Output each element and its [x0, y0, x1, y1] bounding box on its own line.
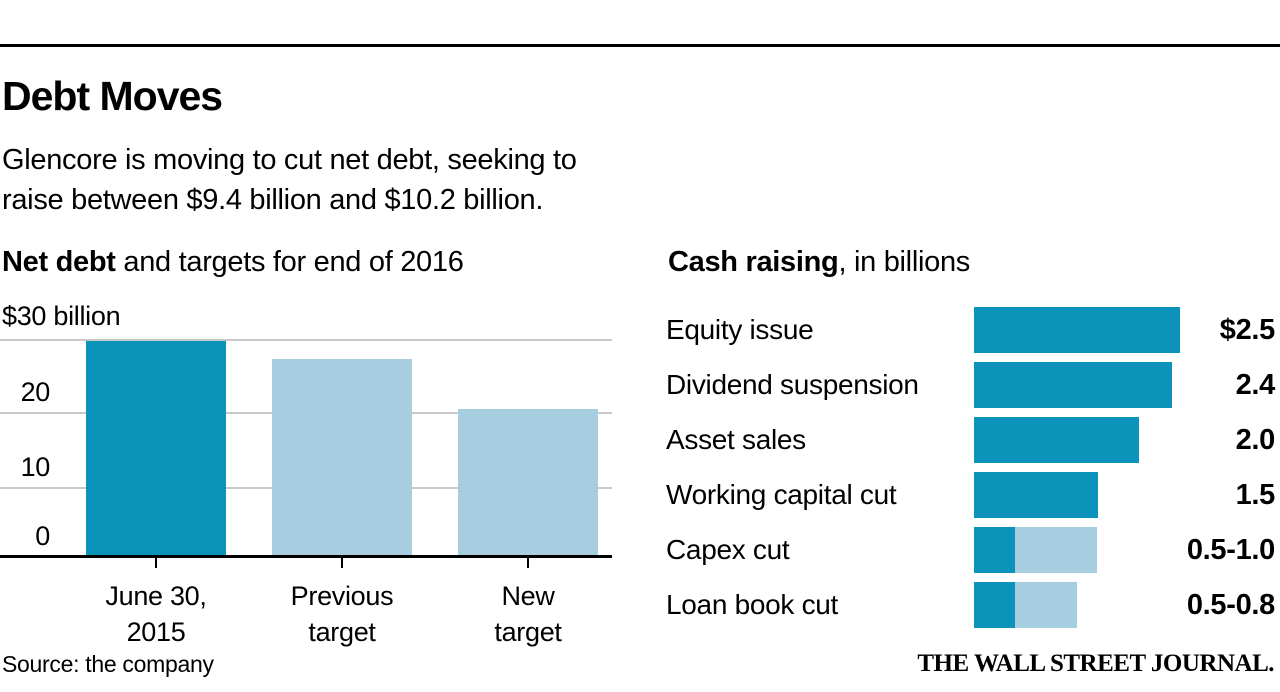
- bar-segment-light: [1015, 582, 1077, 628]
- row-dividend-suspension: Dividend suspension 2.4: [666, 362, 1275, 408]
- bar-june-30-2015: [86, 341, 226, 555]
- x-label-previous-target: Previous target: [249, 578, 435, 650]
- row-value: 2.0: [1235, 423, 1276, 456]
- row-label: Capex cut: [666, 534, 790, 565]
- bar-new-target: [458, 409, 598, 555]
- row-bar: [974, 582, 1077, 628]
- bar-segment-dark: [974, 582, 1015, 628]
- right-chart-title-rest: , in billions: [838, 246, 970, 278]
- top-divider-rule: [0, 44, 1280, 47]
- x-label-line: target: [308, 617, 376, 647]
- row-bar: [974, 472, 1098, 518]
- row-capex-cut: Capex cut 0.5-1.0: [666, 527, 1275, 573]
- row-label: Dividend suspension: [666, 369, 919, 400]
- wsj-brand-logotype: THE WALL STREET JOURNAL.: [917, 650, 1274, 677]
- right-chart-title: Cash raising, in billions: [668, 246, 970, 279]
- x-label-line: June 30,: [105, 581, 207, 611]
- row-bar: [974, 362, 1172, 408]
- row-equity-issue: Equity issue $2.5: [666, 307, 1275, 353]
- x-label-new-target: New target: [435, 578, 621, 650]
- y-tick-label-0: 0: [35, 521, 50, 551]
- row-value: 1.5: [1235, 478, 1276, 511]
- x-label-june-30-2015: June 30, 2015: [63, 578, 249, 650]
- bar-segment-dark: [974, 307, 1180, 353]
- x-label-line: target: [494, 617, 562, 647]
- row-loan-book-cut: Loan book cut 0.5-0.8: [666, 582, 1275, 628]
- row-value: $2.5: [1219, 313, 1276, 346]
- y-tick-label-10: 10: [20, 452, 51, 482]
- row-value: 0.5-1.0: [1186, 533, 1275, 566]
- row-value: 0.5-0.8: [1186, 588, 1275, 621]
- row-asset-sales: Asset sales 2.0: [666, 417, 1275, 463]
- y-tick-label-20: 20: [20, 377, 51, 407]
- x-label-line: 2015: [126, 617, 186, 647]
- bar-segment-dark: [974, 417, 1139, 463]
- source-credit: Source: the company: [2, 651, 214, 677]
- row-label: Working capital cut: [666, 479, 897, 510]
- bar-segment-light: [1015, 527, 1097, 573]
- left-chart-title-bold: Net debt: [2, 246, 116, 278]
- bar-previous-target: [272, 359, 412, 555]
- row-value: 2.4: [1235, 368, 1276, 401]
- x-label-line: Previous: [290, 581, 394, 611]
- row-label: Loan book cut: [666, 589, 839, 620]
- left-chart-title-rest: and targets for end of 2016: [115, 246, 464, 278]
- x-tick-3: [527, 558, 529, 568]
- left-chart-title: Net debt and targets for end of 2016: [2, 246, 464, 279]
- subtitle-line-2: raise between $9.4 billion and $10.2 bil…: [2, 184, 544, 216]
- row-label: Asset sales: [666, 424, 806, 455]
- row-working-capital-cut: Working capital cut 1.5: [666, 472, 1275, 518]
- page-title: Debt Moves: [2, 73, 223, 119]
- x-tick-2: [341, 558, 343, 568]
- row-bar: [974, 527, 1097, 573]
- row-bar: [974, 307, 1180, 353]
- bar-segment-dark: [974, 527, 1015, 573]
- x-axis-baseline: [0, 555, 612, 558]
- row-label: Equity issue: [666, 314, 814, 345]
- bar-segment-dark: [974, 362, 1172, 408]
- x-label-line: New: [501, 581, 555, 611]
- x-tick-1: [155, 558, 157, 568]
- bar-segment-dark: [974, 472, 1098, 518]
- y-axis-top-label: $30 billion: [2, 301, 121, 331]
- row-bar: [974, 417, 1139, 463]
- subtitle-line-1: Glencore is moving to cut net debt, seek…: [2, 144, 577, 176]
- right-chart-title-bold: Cash raising: [668, 246, 839, 278]
- gridline-30: [0, 339, 612, 341]
